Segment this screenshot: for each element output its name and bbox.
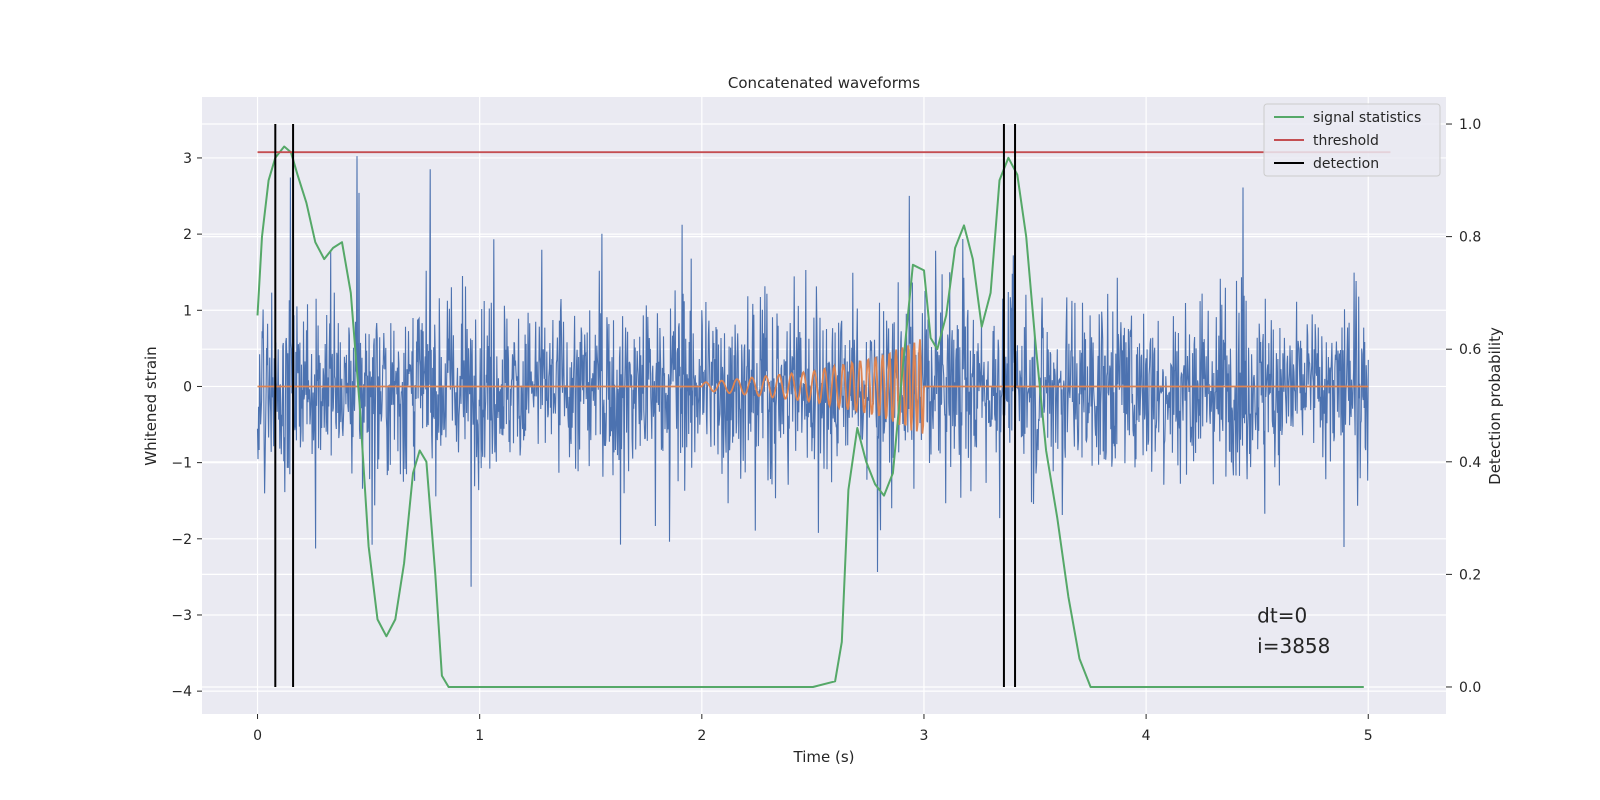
y-tick-label: −1 <box>171 456 192 472</box>
x-tick-label: 2 <box>697 728 706 744</box>
y2-tick-label: 0.2 <box>1459 567 1481 583</box>
detection-series <box>274 124 1017 687</box>
x-tick-label: 5 <box>1364 728 1373 744</box>
axis-ticks: 0 1 2 3 4 5 −4 −3 −2 −1 0 1 2 3 0.0 0.2 0.4 0.6 0.8 1.0 <box>171 117 1481 744</box>
legend-label-threshold: threshold <box>1313 133 1379 149</box>
x-axis-title: Time (s) <box>793 748 855 766</box>
y2-tick-label: 1.0 <box>1459 117 1481 133</box>
chart-title: Concatenated waveforms <box>728 74 920 92</box>
legend-box <box>1263 103 1441 177</box>
y-tick-label: 1 <box>183 303 192 319</box>
signal-statistics-line <box>256 145 1364 688</box>
x-tick-label: 3 <box>920 728 929 744</box>
y-tick-label: 0 <box>183 379 192 395</box>
y-tick-label: −2 <box>171 532 192 548</box>
legend-label-detection: detection <box>1313 156 1379 172</box>
y-tick-label: 2 <box>183 227 192 243</box>
template-series <box>257 339 1369 434</box>
strain-line <box>256 156 1369 587</box>
legend: signal statistics threshold detection <box>1263 103 1441 177</box>
template-line <box>257 339 1369 434</box>
x-tick-label: 1 <box>475 728 484 744</box>
y2-tick-label: 0.6 <box>1459 342 1481 358</box>
y2-axis-title: Detection probability <box>1486 327 1504 485</box>
y-tick-label: −4 <box>171 684 192 700</box>
y-tick-label: 3 <box>183 151 192 167</box>
signal-statistics-series <box>256 145 1364 688</box>
annotation-index: i=3858 <box>1257 634 1330 658</box>
y2-tick-label: 0.8 <box>1459 230 1481 246</box>
annotation-dt: dt=0 <box>1257 604 1307 628</box>
y2-tick-label: 0.4 <box>1459 455 1481 471</box>
whitened-strain-series <box>256 156 1369 587</box>
y-axis-title: Whitened strain <box>142 346 160 465</box>
legend-label-signal-statistics: signal statistics <box>1313 110 1421 126</box>
y-tick-label: −3 <box>171 608 192 624</box>
x-tick-label: 4 <box>1142 728 1151 744</box>
x-tick-label: 0 <box>253 728 262 744</box>
y2-tick-label: 0.0 <box>1459 680 1481 696</box>
